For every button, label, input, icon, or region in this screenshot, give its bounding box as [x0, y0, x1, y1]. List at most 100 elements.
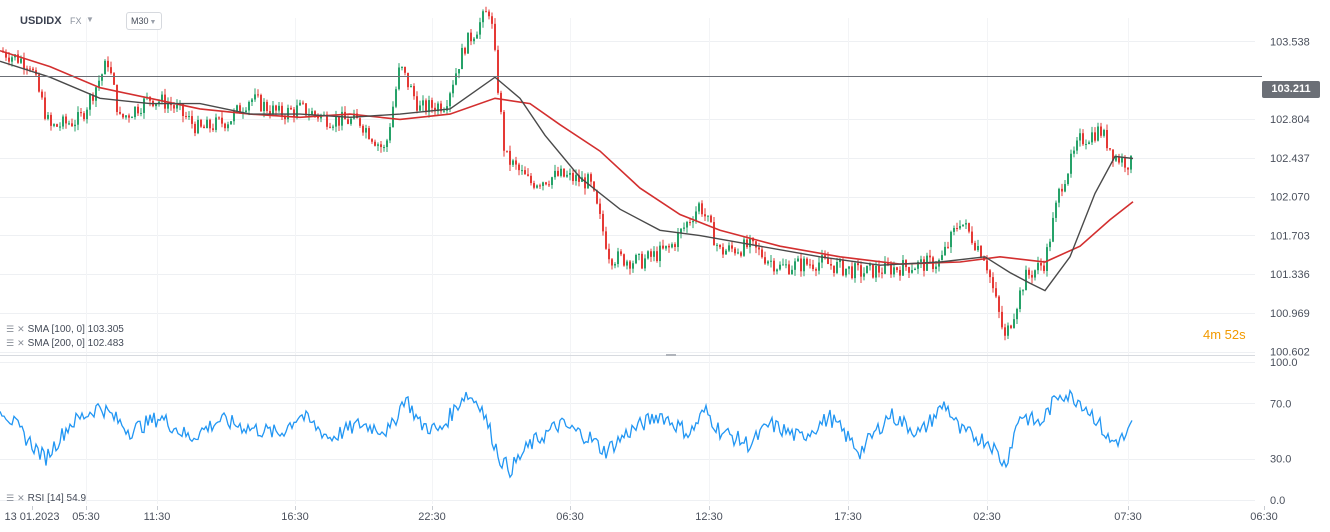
candle-body: [191, 116, 193, 124]
close-icon[interactable]: ✕: [17, 324, 25, 334]
time-tick-label: 05:30: [72, 511, 100, 523]
candle-body: [515, 160, 517, 165]
candle-body: [92, 94, 94, 101]
candle-body: [845, 268, 847, 276]
candle-body: [899, 270, 901, 276]
time-tick-label: 12:30: [695, 511, 723, 523]
sma200-legend[interactable]: ☰ ✕ SMA [200, 0] 102.483: [6, 338, 124, 349]
candle-body: [203, 126, 205, 129]
candle-body: [767, 261, 769, 264]
settings-icon[interactable]: ☰: [6, 493, 15, 503]
close-icon[interactable]: ✕: [17, 493, 25, 503]
candle-body: [941, 255, 943, 260]
candle-body: [1013, 319, 1015, 328]
candle-body: [1118, 156, 1120, 163]
candle-body: [206, 119, 208, 129]
candle-body: [878, 265, 880, 273]
candle-body: [41, 91, 43, 98]
candle-body: [302, 102, 304, 104]
candle-body: [509, 150, 511, 165]
symbol-label[interactable]: USDIDX: [20, 15, 62, 27]
candle-body: [383, 147, 385, 149]
market-label[interactable]: FX: [70, 16, 82, 26]
price-axis[interactable]: 103.538 102.804 102.437 102.070 101.703 101.3…: [1270, 36, 1310, 358]
candle-body: [929, 255, 931, 258]
candle-body: [812, 264, 814, 270]
candle-body: [359, 118, 361, 126]
candle-body: [629, 261, 631, 269]
candle-body: [497, 49, 499, 93]
candle-body: [122, 113, 124, 118]
settings-icon[interactable]: ☰: [6, 338, 15, 348]
candle-body: [902, 260, 904, 276]
candle-body: [266, 101, 268, 112]
rsi-legend-label: RSI [14]: [27, 493, 64, 504]
candle-body: [1058, 188, 1060, 203]
candle-body: [20, 58, 22, 63]
candle-body: [1043, 265, 1045, 272]
timeframe-select[interactable]: M30▼: [126, 12, 162, 30]
candle-body: [1085, 143, 1087, 145]
candle-body: [956, 228, 958, 230]
rsi-axis[interactable]: 100.0 70.0 30.0 0.0: [1270, 357, 1298, 507]
candle-body: [182, 104, 184, 117]
candle-body: [602, 213, 604, 232]
candle-body: [1067, 173, 1069, 185]
candle-body: [428, 100, 430, 113]
candle-body: [1007, 325, 1009, 336]
sma100-line: [0, 60, 1134, 292]
candle-body: [950, 231, 952, 248]
candle-body: [437, 103, 439, 112]
candle-body: [1079, 133, 1081, 141]
candle-body: [275, 105, 277, 111]
candle-body: [221, 117, 223, 124]
candle-body: [125, 115, 127, 118]
candle-body: [740, 252, 742, 256]
candle-body: [641, 253, 643, 269]
candle-body: [653, 251, 655, 257]
time-axis[interactable]: 13 01.2023 05:30 11:30 16:30 22:30 06:30 12:30…: [4, 506, 1278, 523]
sma200-legend-label: SMA [200, 0]: [27, 338, 85, 349]
candle-body: [44, 97, 46, 119]
candle-body: [209, 119, 211, 129]
candle-body: [536, 185, 538, 188]
candle-body: [65, 116, 67, 124]
candle-body: [719, 244, 721, 248]
candle-body: [962, 224, 964, 226]
candle-body: [161, 94, 163, 102]
chevron-down-icon[interactable]: ▼: [86, 15, 94, 24]
candle-body: [665, 245, 667, 249]
candle-body: [662, 245, 664, 249]
candle-body: [542, 182, 544, 186]
candle-body: [185, 116, 187, 118]
candle-body: [914, 268, 916, 271]
candle-body: [818, 262, 820, 271]
candle-body: [617, 251, 619, 265]
candle-body: [758, 247, 760, 250]
candle-body: [59, 126, 61, 128]
candle-body: [572, 172, 574, 182]
candle-body: [986, 260, 988, 271]
pane-resize-handle[interactable]: [666, 354, 676, 356]
candle-body: [1091, 132, 1093, 143]
candle-body: [707, 215, 709, 217]
candle-body: [959, 225, 961, 229]
close-icon[interactable]: ✕: [17, 338, 25, 348]
candle-body: [620, 251, 622, 255]
sma100-legend[interactable]: ☰ ✕ SMA [100, 0] 103.305: [6, 324, 124, 335]
candle-body: [335, 116, 337, 127]
candle-body: [1130, 155, 1132, 170]
candle-countdown: 4m 52s: [1203, 327, 1246, 342]
candle-body: [1115, 156, 1117, 161]
candle-body: [431, 100, 433, 108]
candle-body: [224, 123, 226, 129]
candle-body: [605, 231, 607, 249]
rsi-tick-label: 70.0: [1270, 398, 1291, 410]
candle-body: [296, 105, 298, 117]
settings-icon[interactable]: ☰: [6, 324, 15, 334]
candle-body: [26, 68, 28, 70]
rsi-legend-value: 54.9: [66, 493, 87, 504]
candle-body: [809, 264, 811, 266]
rsi-legend[interactable]: ☰ ✕ RSI [14] 54.9: [6, 493, 86, 504]
